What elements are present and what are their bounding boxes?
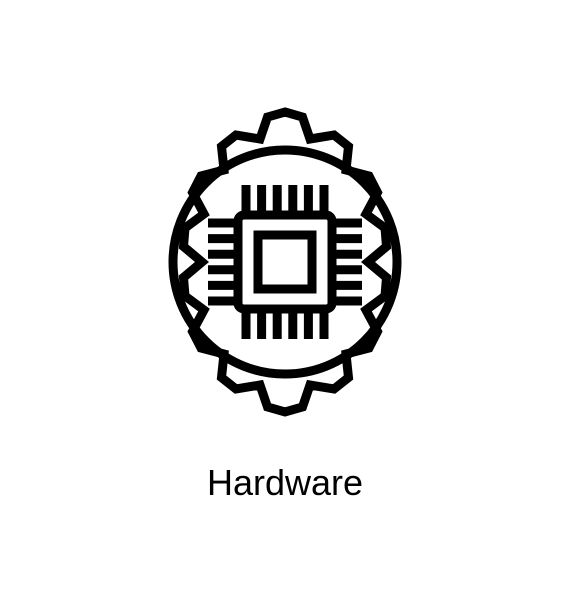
hardware-label: Hardware xyxy=(207,462,363,504)
hardware-icon-group: Hardware xyxy=(120,97,450,504)
hardware-gear-chip-icon xyxy=(120,97,450,427)
